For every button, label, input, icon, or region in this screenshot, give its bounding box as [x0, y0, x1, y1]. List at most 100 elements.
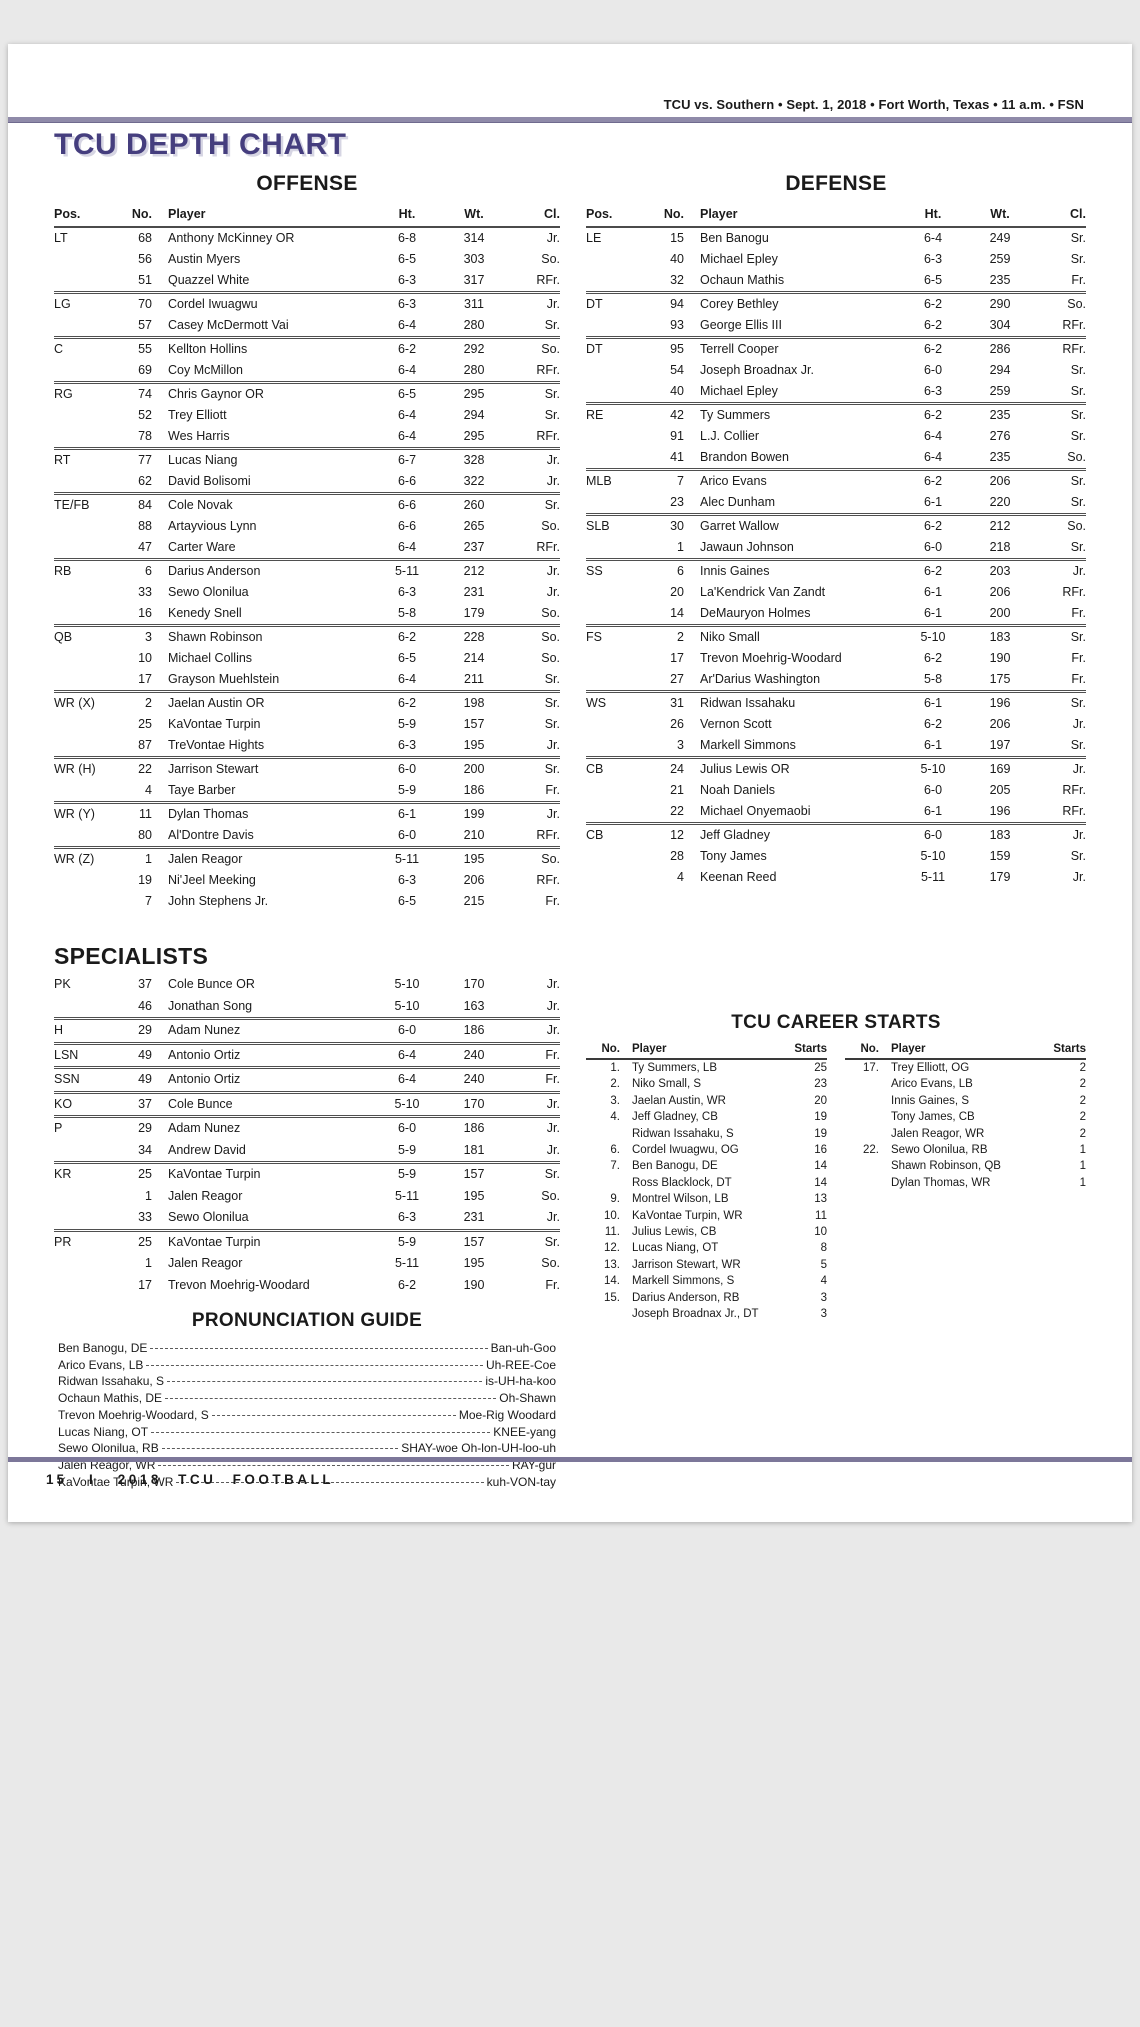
cell-height: 6-4	[397, 429, 417, 443]
cell-height: 6-1	[923, 804, 943, 818]
cell-player: Noah Daniels	[700, 783, 776, 797]
cell-class: Jr.	[1072, 762, 1086, 776]
cell-player: Julius Lewis, CB	[632, 1226, 717, 1239]
cell-position: QB	[54, 630, 73, 644]
cell-player: Coy McMillon	[168, 363, 244, 377]
pronunciation-value: KNEE-yang	[493, 1424, 556, 1439]
cell-starts: 19	[814, 1111, 827, 1124]
cell-weight: 290	[989, 297, 1011, 311]
cell-number: 6	[677, 564, 684, 578]
cell-number: 57	[138, 318, 152, 332]
cell-class: Jr.	[546, 474, 560, 488]
cell-height: 6-0	[923, 540, 943, 554]
cell-height: 6-2	[923, 564, 943, 578]
cell-player: Sewo Olonilua	[168, 1210, 249, 1224]
table-row: 4 Keenan Reed 5-11 179 Jr.	[586, 867, 1086, 888]
cell-starts: 1	[1079, 1144, 1086, 1157]
cell-rank: 7.	[610, 1160, 620, 1173]
cell-weight: 200	[463, 762, 485, 776]
career-starts-row: 1. Ty Summers, LB 25	[586, 1060, 827, 1076]
cell-player: Jalen Reagor	[168, 1188, 243, 1203]
cell-class: Jr.	[546, 807, 560, 821]
pronunciation-value: SHAY-woe Oh-lon-UH-loo-uh	[401, 1441, 556, 1456]
cell-height: 5-11	[394, 852, 420, 866]
cell-player: Niko Small, S	[632, 1078, 702, 1091]
cell-class: Sr.	[544, 717, 560, 731]
cell-position	[54, 1207, 110, 1229]
cell-height: 6-1	[923, 738, 943, 752]
cell-rank	[845, 1175, 879, 1191]
cell-number: 27	[670, 672, 684, 686]
table-row: 78 Wes Harris 6-4 295 RFr.	[54, 426, 560, 447]
cell-position: TE/FB	[54, 498, 90, 512]
cell-number: 91	[670, 429, 684, 443]
cell-player: Joseph Broadnax Jr.	[700, 363, 814, 377]
table-row: 47 Carter Ware 6-4 237 RFr.	[54, 537, 560, 558]
cell-number: 1	[145, 1256, 152, 1270]
cell-weight: 295	[463, 387, 485, 401]
table-row: 88 Artayvious Lynn 6-6 265 So.	[54, 516, 560, 537]
cell-height: 5-9	[397, 717, 417, 731]
cell-player: Lucas Niang, OT	[632, 1242, 719, 1255]
cell-number: 49	[138, 1047, 152, 1062]
table-row: 1 Jawaun Johnson 6-0 218 Sr.	[586, 537, 1086, 558]
cell-class: Sr.	[544, 318, 560, 332]
cell-starts: 2	[1079, 1111, 1086, 1124]
cell-weight: 240	[463, 1072, 485, 1086]
cell-player: Markell Simmons	[700, 738, 796, 752]
dotted-leader	[158, 1464, 509, 1466]
cell-number: 3	[677, 738, 684, 752]
cell-number: 78	[138, 429, 152, 443]
pronunciation-heading: PRONUNCIATION GUIDE	[191, 1310, 423, 1331]
career-starts-left-rows: 1. Ty Summers, LB 25 2. Niko Small, S 23	[586, 1060, 827, 1323]
cell-class: So.	[541, 519, 560, 533]
cell-class: Jr.	[546, 564, 560, 578]
cell-number: 37	[138, 977, 152, 991]
cell-number: 16	[138, 606, 152, 620]
table-row: SLB 30 Garret Wallow 6-2 212 So.	[586, 513, 1086, 537]
dotted-leader	[165, 1398, 497, 1400]
cell-player: Adam Nunez	[168, 1121, 241, 1135]
cell-height: 6-6	[397, 519, 417, 533]
cell-starts: 4	[820, 1275, 827, 1288]
cell-class: Sr.	[1070, 474, 1086, 488]
cell-class: Jr.	[546, 1210, 560, 1224]
pronunciation-section: PRONUNCIATION GUIDE Ben Banogu, DE Ban-u…	[54, 1310, 560, 1490]
cell-number: 54	[670, 363, 684, 377]
table-row: DT 95 Terrell Cooper 6-2 286 RFr.	[586, 336, 1086, 360]
cell-number: 25	[138, 1167, 152, 1181]
cell-rank: 9.	[610, 1193, 620, 1206]
cell-number: 31	[670, 696, 684, 710]
cell-rank: 14.	[604, 1275, 620, 1288]
cell-position: P	[54, 1121, 63, 1135]
career-starts-row: 15. Darius Anderson, RB 3	[586, 1290, 827, 1306]
cell-position	[586, 447, 642, 468]
cell-starts: 2	[1079, 1078, 1086, 1091]
cell-number: 84	[138, 498, 152, 512]
cell-number: 51	[138, 273, 152, 287]
table-row: CB 24 Julius Lewis OR 5-10 169 Jr.	[586, 756, 1086, 780]
cell-player: Casey McDermott Vai	[168, 318, 289, 332]
dotted-leader	[176, 1481, 484, 1483]
cell-player: Michael Epley	[700, 384, 778, 398]
table-row: 22 Michael Onyemaobi 6-1 196 RFr.	[586, 801, 1086, 822]
cell-number: 12	[670, 828, 684, 842]
cell-position: MLB	[586, 474, 612, 488]
cell-rank	[845, 1109, 879, 1125]
cell-player: Jawaun Johnson	[700, 540, 794, 554]
cell-player: Alec Dunham	[700, 495, 776, 509]
cell-number: 49	[138, 1072, 152, 1086]
footer-page-number: 15	[46, 1472, 68, 1487]
table-row: PK 37 Cole Bunce OR 5-10 170 Jr.	[54, 974, 560, 996]
table-row: 41 Brandon Bowen 6-4 235 So.	[586, 447, 1086, 468]
cell-height: 6-4	[397, 363, 417, 377]
cell-weight: 240	[463, 1047, 485, 1062]
cell-height: 5-9	[397, 1167, 417, 1181]
cell-player: KaVontae Turpin	[168, 1167, 261, 1181]
pronunciation-name: Sewo Olonilua, RB	[58, 1441, 159, 1456]
cell-class: So.	[541, 1256, 560, 1270]
table-row: WR (Y) 11 Dylan Thomas 6-1 199 Jr.	[54, 801, 560, 825]
cell-player: Wes Harris	[168, 429, 230, 443]
cell-player: Shawn Robinson	[168, 630, 263, 644]
cell-weight: 197	[989, 738, 1011, 752]
